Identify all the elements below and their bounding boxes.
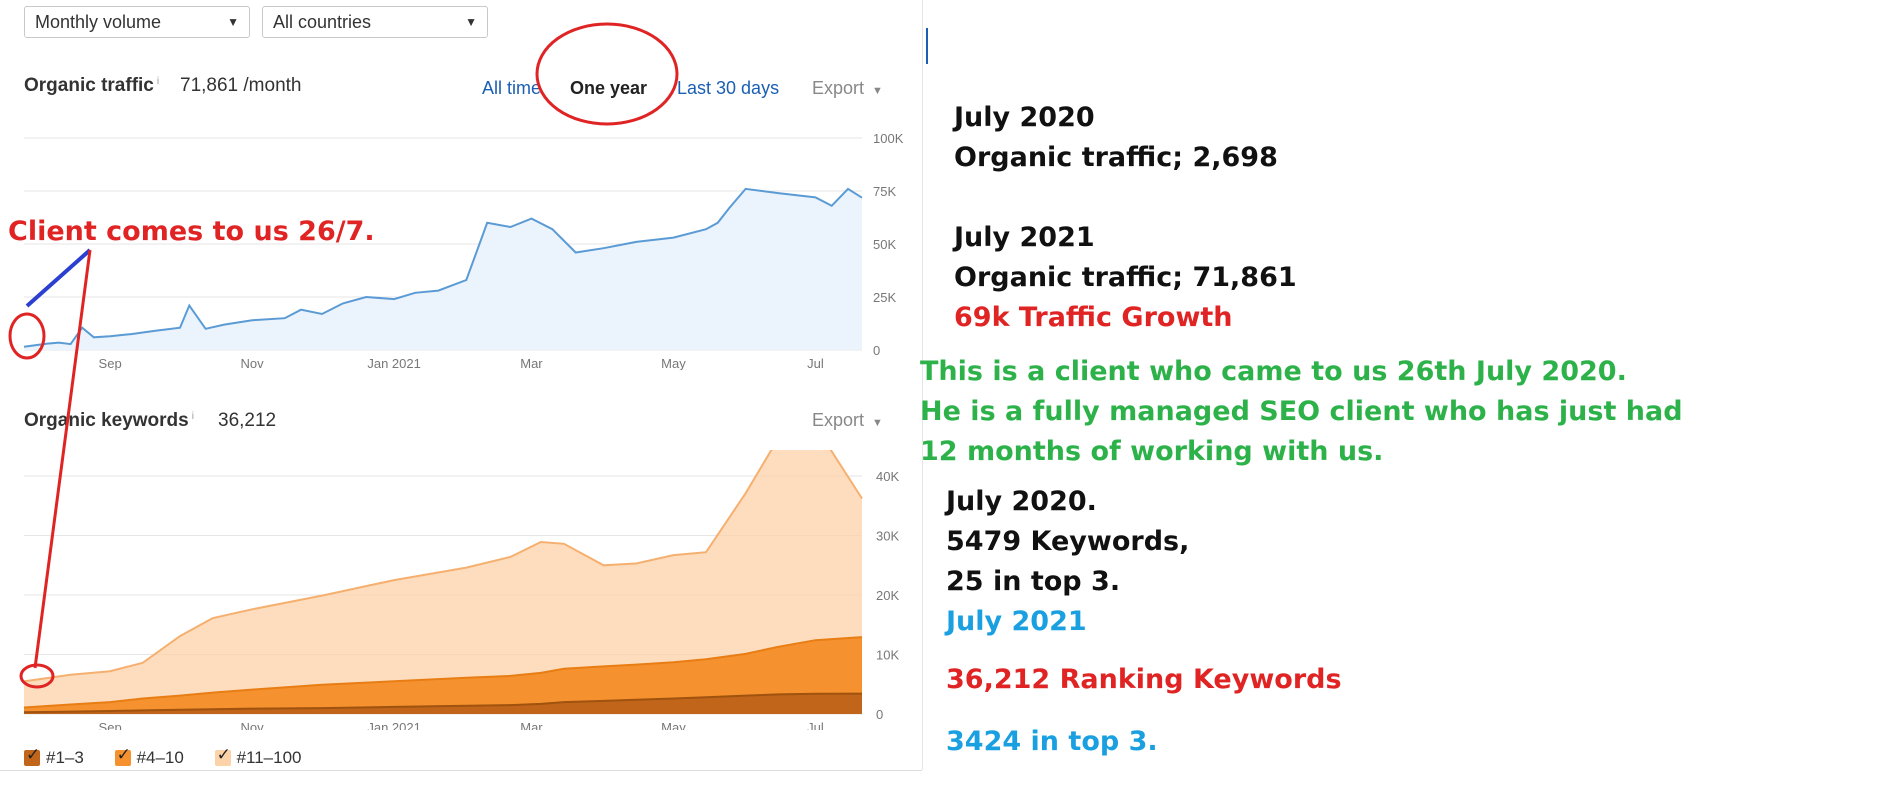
kw-area-top3-edge (23, 692, 863, 714)
keywords-chart: 40K 30K 20K 10K 0 Sep Nov Jan 2021 Mar May Jul (23, 450, 899, 730)
x-tick-label: May (661, 720, 686, 730)
traffic-title: Organic traffic i (24, 75, 159, 97)
keywords-title-text: Organic keywords (24, 410, 189, 431)
tab-all-time[interactable]: All time (482, 78, 542, 98)
traffic-export-label: Export (812, 78, 865, 98)
checkbox-icon[interactable] (214, 745, 231, 766)
y-tick-label: 30K (876, 529, 899, 544)
y-tick-label: 75K (873, 184, 896, 199)
y-tick-label: 100K (873, 131, 904, 146)
y-tick-label: 0 (873, 343, 880, 358)
x-tick-label: Nov (241, 720, 265, 730)
kw-area-4-10 (24, 637, 862, 713)
traffic-value: 71,861 /month (180, 75, 302, 96)
panel-divider (922, 0, 923, 770)
checkbox-icon[interactable] (24, 745, 40, 766)
keywords-legend: #1–3 #4–10 #11–100 (24, 745, 328, 768)
traffic-line (23, 187, 863, 348)
note-traffic-2021-value: Organic traffic; 71,861 (954, 262, 1297, 293)
note-traffic-growth: 69k Traffic Growth (954, 302, 1233, 333)
legend-item-4-10[interactable]: #4–10 (114, 745, 184, 768)
x-tick-label: Nov (241, 356, 265, 370)
kw-area-4-10-edge (23, 636, 863, 709)
keywords-export-label: Export (812, 410, 865, 430)
checkbox-icon[interactable] (114, 745, 131, 766)
note-client-line2: He is a fully managed SEO client who has… (920, 396, 1683, 427)
legend-label: #4–10 (136, 748, 184, 767)
chevron-down-icon: ▼ (872, 85, 883, 97)
tab-one-year[interactable]: One year (570, 78, 648, 98)
text-cursor (926, 28, 928, 64)
y-tick-label: 20K (876, 588, 899, 603)
note-traffic-2020-value: Organic traffic; 2,698 (954, 142, 1278, 173)
kw-area-11-100-edge (23, 450, 863, 683)
y-tick-label: 25K (873, 290, 896, 305)
country-dropdown-label: All countries (273, 12, 372, 32)
note-kw-2020-top3: 25 in top 3. (946, 566, 1121, 597)
volume-dropdown[interactable]: Monthly volume ▼ (24, 6, 250, 38)
x-tick-label: May (661, 356, 686, 370)
divider (0, 770, 922, 771)
y-tick-label: 50K (873, 237, 896, 252)
client-start-annotation: Client comes to us 26/7. (8, 216, 375, 247)
x-tick-label: Jul (807, 356, 824, 370)
note-kw-2020-count: 5479 Keywords, (946, 526, 1190, 557)
x-tick-label: Sep (99, 356, 122, 370)
legend-label: #1–3 (46, 748, 84, 767)
y-tick-label: 0 (876, 707, 883, 722)
keywords-value: 36,212 (218, 410, 277, 431)
traffic-title-text: Organic traffic (24, 75, 154, 96)
note-kw-2021-count: 36,212 Ranking Keywords (946, 664, 1342, 695)
traffic-chart: 100K 75K 50K 25K 0 Sep Nov Jan 2021 Mar May Jul (23, 131, 904, 370)
traffic-export-button[interactable]: Export ▼ (812, 78, 883, 99)
traffic-area (24, 188, 862, 350)
y-tick-label: 10K (876, 648, 899, 663)
volume-dropdown-label: Monthly volume (35, 12, 162, 32)
ahrefs-panel: Monthly volume ▼ All countries ▼ Organic… (0, 0, 922, 786)
one-year-highlight-circle (535, 22, 679, 126)
x-tick-label: Sep (99, 720, 122, 730)
country-dropdown[interactable]: All countries ▼ (262, 6, 488, 38)
note-kw-2020-label: July 2020. (946, 486, 1097, 517)
x-tick-label: Mar (520, 720, 543, 730)
keywords-title: Organic keywords i (24, 410, 194, 432)
x-tick-label: Jan 2021 (367, 720, 421, 730)
info-icon[interactable]: i (156, 75, 160, 87)
x-tick-label: Jul (807, 720, 824, 730)
y-tick-label: 40K (876, 469, 899, 484)
legend-label: #11–100 (236, 748, 302, 767)
keywords-export-button[interactable]: Export ▼ (812, 410, 883, 431)
note-traffic-2020-label: July 2020 (954, 102, 1095, 133)
info-icon[interactable]: i (191, 410, 194, 422)
x-tick-label: Jan 2021 (367, 356, 421, 370)
kw-area-11-100 (24, 450, 862, 708)
legend-item-top3[interactable]: #1–3 (24, 745, 84, 768)
legend-item-11-100[interactable]: #11–100 (214, 745, 302, 768)
x-tick-label: Mar (520, 356, 543, 370)
chevron-down-icon: ▼ (872, 417, 883, 429)
chevron-down-icon: ▼ (227, 15, 239, 29)
tab-last-30-days[interactable]: Last 30 days (677, 78, 780, 98)
note-kw-2021-top3: 3424 in top 3. (946, 726, 1158, 757)
note-kw-2021-label: July 2021 (946, 606, 1087, 637)
note-traffic-2021-label: July 2021 (954, 222, 1095, 253)
note-client-line3: 12 months of working with us. (920, 436, 1384, 467)
note-client-line1: This is a client who came to us 26th Jul… (920, 356, 1627, 387)
chevron-down-icon: ▼ (465, 15, 477, 29)
